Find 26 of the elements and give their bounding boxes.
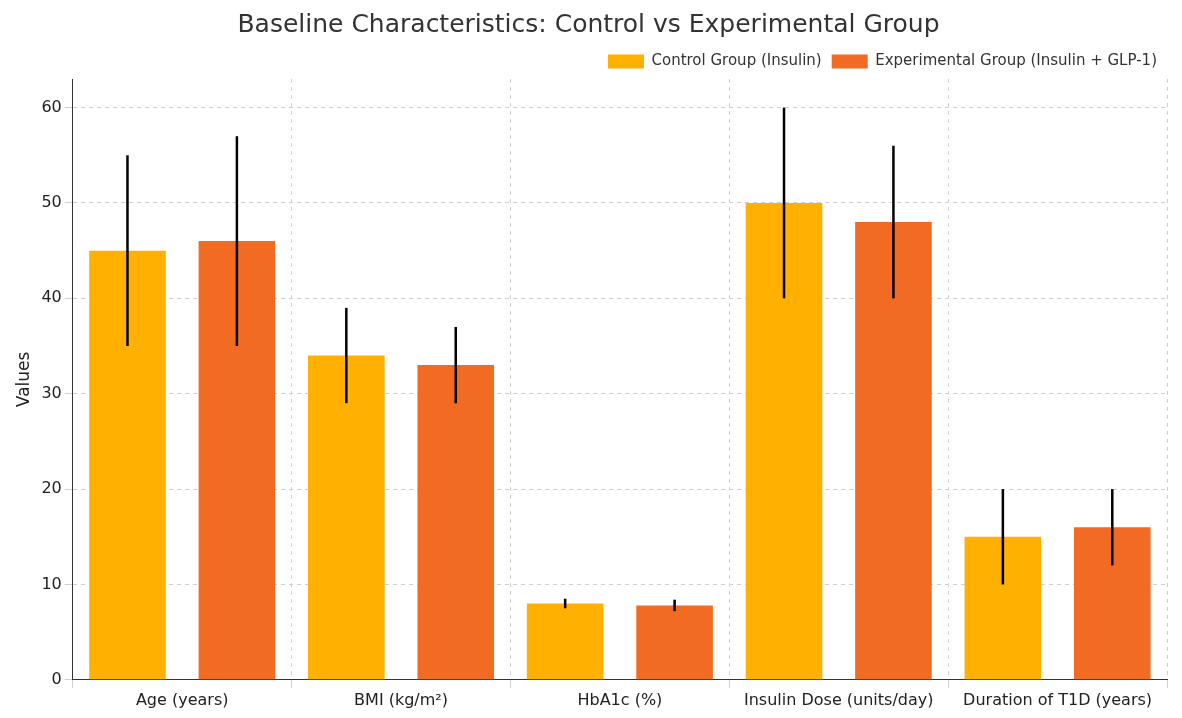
y-axis-title: Values	[12, 351, 33, 408]
x-tick-label: HbA1c (%)	[577, 689, 663, 709]
bar	[1073, 527, 1151, 680]
x-tick-label: Insulin Dose (units/day)	[743, 689, 934, 709]
bar	[636, 605, 713, 680]
bar	[855, 222, 932, 680]
y-tick-label: 60	[41, 96, 62, 116]
chart-title: Baseline Characteristics: Control vs Experimental Group	[237, 8, 940, 38]
legend-label: Control Group (Insulin)	[651, 51, 822, 70]
bar	[89, 250, 166, 680]
bar	[308, 355, 385, 680]
bar	[198, 241, 276, 680]
x-tick-label: Age (years)	[135, 689, 229, 709]
y-tick-label: 10	[41, 573, 62, 593]
y-tick-label: 20	[41, 478, 62, 498]
bar	[417, 365, 495, 680]
x-tick-label: Duration of T1D (years)	[963, 689, 1153, 709]
y-tick-label: 0	[51, 668, 62, 688]
bar	[964, 536, 1042, 680]
legend-label: Experimental Group (Insulin + GLP-1)	[875, 51, 1158, 70]
bar	[526, 603, 604, 680]
y-tick-label: 40	[41, 287, 62, 307]
x-tick-label: BMI (kg/m²)	[354, 689, 448, 709]
y-tick-label: 30	[41, 382, 62, 402]
bar	[745, 202, 823, 680]
y-tick-label: 50	[41, 192, 62, 212]
